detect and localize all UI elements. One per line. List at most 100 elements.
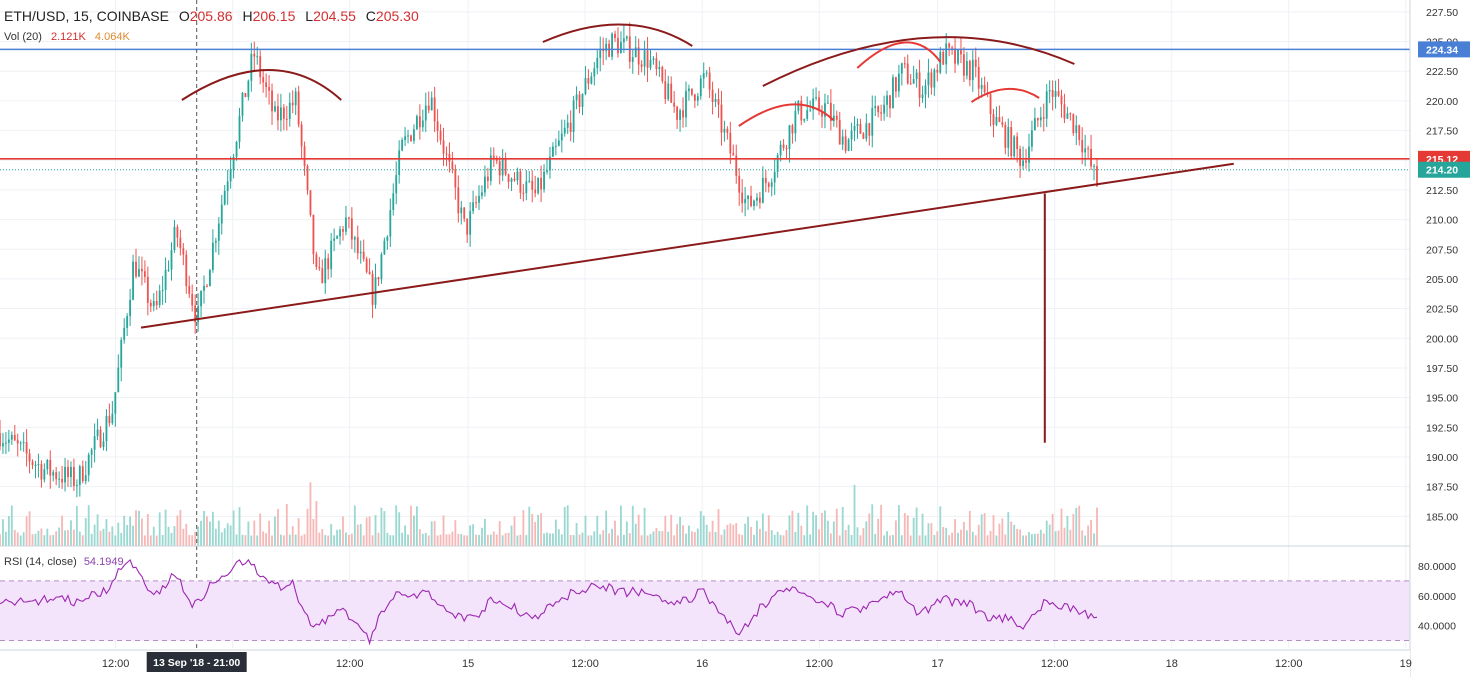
candle-body: [747, 195, 749, 200]
volume-bar: [220, 532, 223, 546]
volume-bar: [1069, 529, 1072, 546]
candle-body: [764, 178, 767, 184]
volume-bar: [1081, 530, 1084, 546]
volume-bar: [856, 527, 859, 546]
candle-body: [93, 436, 96, 450]
candle-body: [1004, 124, 1007, 148]
candle-body: [942, 51, 945, 65]
price-tick-label: 222.50: [1426, 66, 1458, 78]
volume-bar: [410, 505, 412, 546]
volume-bar: [262, 531, 265, 546]
candle-body: [418, 116, 421, 128]
volume-bar: [451, 531, 454, 546]
volume-bar: [415, 506, 418, 546]
volume-bar: [596, 515, 599, 546]
volume-bar: [513, 516, 516, 546]
candle-body: [954, 48, 956, 64]
volume-bar: [599, 534, 602, 546]
candle-body: [664, 81, 667, 100]
candle-body: [611, 33, 613, 57]
price-tick-label: 202.50: [1426, 304, 1458, 316]
candle-body: [318, 266, 321, 269]
volume-bar: [129, 516, 132, 546]
volume-bar: [1033, 533, 1036, 546]
volume-bar: [528, 506, 531, 546]
candle-body: [141, 268, 143, 272]
candle-body: [61, 478, 64, 483]
volume-bar: [475, 534, 477, 546]
candle-body: [256, 56, 259, 58]
candle-body: [223, 190, 226, 205]
volume-bar: [504, 533, 507, 546]
candle-body: [729, 132, 732, 154]
volume-bar: [454, 520, 457, 546]
volume-bar: [197, 526, 200, 546]
candle-body: [427, 105, 430, 111]
close-value: 205.30: [375, 8, 419, 24]
candle-body: [469, 211, 472, 235]
volume-bar: [770, 530, 773, 546]
volume-bar: [117, 522, 120, 546]
volume-bar: [10, 505, 13, 546]
volume-bar: [495, 534, 498, 546]
volume-label: Vol (20): [4, 31, 42, 43]
volume-bar: [4, 531, 7, 546]
volume-bar: [421, 533, 424, 546]
volume-bar: [886, 531, 888, 546]
candle-body: [37, 464, 40, 466]
volume-bar: [371, 535, 374, 546]
candle-body: [543, 171, 545, 190]
volume-bar: [1090, 519, 1092, 546]
candle-body: [70, 467, 72, 478]
candle-body: [960, 50, 962, 55]
volume-bar: [614, 520, 616, 546]
candle-body: [738, 175, 741, 193]
candle-body: [835, 115, 838, 120]
candle-body: [460, 207, 463, 214]
volume-bar: [776, 531, 779, 546]
volume-bar: [1031, 534, 1033, 546]
volume-bar: [537, 514, 540, 546]
volume-bar: [525, 535, 528, 546]
candle-body: [794, 110, 797, 134]
volume-bar: [903, 513, 906, 546]
candle-body: [1028, 146, 1030, 163]
volume-bar: [146, 514, 149, 546]
candle-body: [862, 133, 865, 139]
volume-bar: [968, 510, 971, 546]
candle-body: [540, 177, 543, 190]
volume-bar: [758, 528, 761, 546]
candle-body: [383, 240, 386, 255]
volume-bar: [841, 506, 844, 546]
volume-bar: [463, 535, 466, 546]
volume-bar: [105, 519, 108, 546]
candle-body: [921, 94, 924, 98]
volume-bar: [1001, 518, 1004, 546]
candle-body: [1010, 126, 1013, 157]
volume-bar: [705, 524, 708, 546]
volume-bar: [300, 535, 303, 546]
volume-bar: [96, 514, 99, 546]
volume-bar: [575, 522, 578, 546]
candle-body: [936, 69, 939, 73]
candle-body: [552, 146, 554, 157]
volume-bar: [977, 524, 980, 546]
volume-bar: [404, 525, 406, 546]
volume-bar: [889, 535, 891, 546]
candle-body: [268, 87, 270, 91]
volume-bar: [214, 528, 217, 546]
time-tick-label: 12:00: [805, 658, 833, 670]
volume-bar: [25, 516, 28, 546]
candle-body: [791, 125, 794, 134]
volume-bar: [584, 515, 587, 546]
candle-body: [838, 119, 841, 145]
candle-body: [158, 290, 161, 306]
volume-bar: [1042, 533, 1045, 546]
volume-bar: [1022, 535, 1024, 546]
volume-bar: [256, 535, 259, 546]
volume-bar: [871, 504, 874, 546]
volume-bar: [297, 518, 300, 546]
volume-bar: [466, 535, 469, 546]
